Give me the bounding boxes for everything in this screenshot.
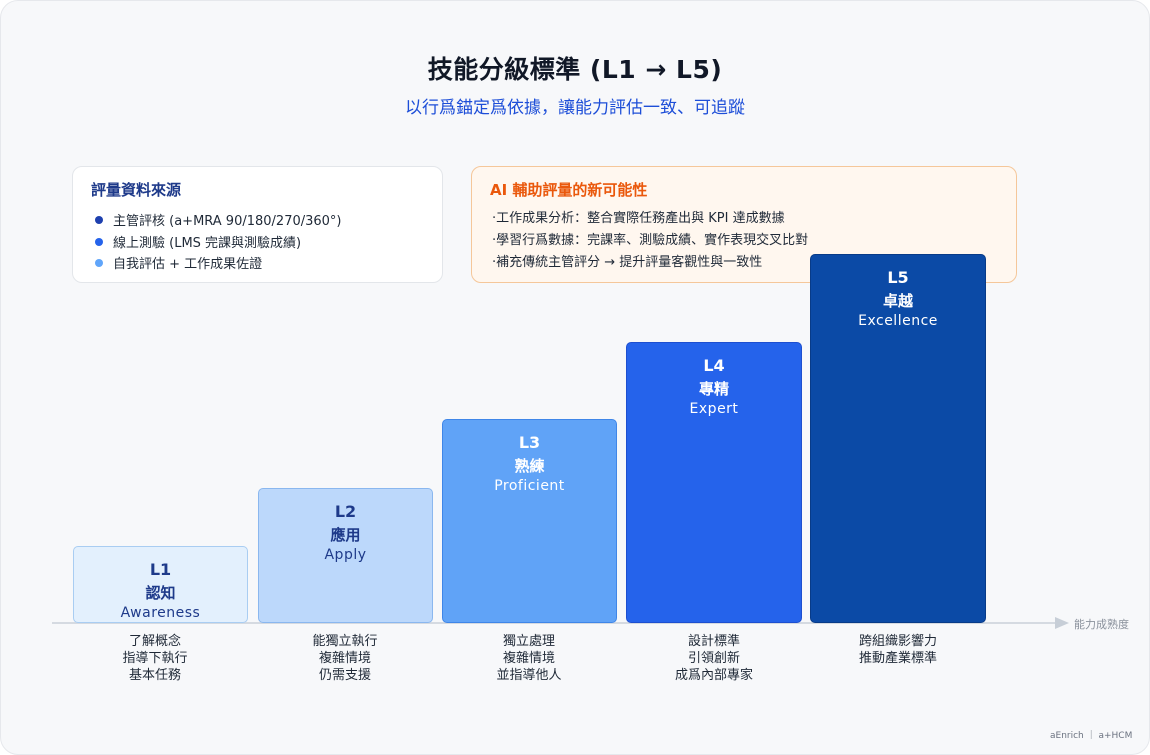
ai-item: ‧工作成果分析：整合實際任務產出與 KPI 達成數據 bbox=[492, 211, 785, 226]
level-description-l4: 設計標準 引領創新 成爲內部專家 bbox=[674, 634, 753, 683]
level-code: L3 bbox=[518, 433, 541, 452]
maturity-axis bbox=[52, 622, 1057, 624]
level-code: L4 bbox=[703, 356, 725, 375]
level-english: Awareness bbox=[120, 605, 201, 621]
level-name: 專精 bbox=[698, 380, 729, 398]
level-description-l1: 了解概念 指導下執行 基本任務 bbox=[122, 634, 188, 683]
source-item: 自我評估 + 工作成果佐證 bbox=[95, 253, 262, 272]
ai-item: ‧補充傳統主管評分 → 提升評量客觀性與一致性 bbox=[492, 255, 763, 270]
level-bar-l5: L5 卓越 Excellence bbox=[810, 254, 986, 623]
level-bar-l4: L4 專精 Expert bbox=[626, 342, 802, 623]
sources-heading: 評量資料來源 bbox=[91, 181, 182, 199]
bullet-dot-icon bbox=[95, 216, 103, 224]
level-name: 熟練 bbox=[514, 457, 545, 475]
ai-heading: AI 輔助評量的新可能性 bbox=[490, 181, 648, 199]
level-code: L5 bbox=[887, 268, 909, 287]
axis-label: 能力成熟度 bbox=[1074, 618, 1129, 631]
page-title: 技能分級標準 (L1 → L5) bbox=[427, 55, 723, 84]
level-description-l2: 能獨立執行 複雜情境 仍需支援 bbox=[312, 634, 378, 683]
level-bar-l1: L1 認知 Awareness bbox=[73, 546, 248, 623]
footer-brand: aEnrich ｜ a+HCM bbox=[1050, 731, 1133, 741]
sources-panel: 評量資料來源 主管評核 (a+MRA 90/180/270/360°) 線上測驗… bbox=[72, 166, 443, 283]
level-description-l5: 跨組織影響力 推動產業標準 bbox=[858, 634, 937, 666]
source-item: 線上測驗 (LMS 完課與測驗成績) bbox=[95, 232, 301, 251]
level-code: L1 bbox=[149, 560, 172, 579]
level-english: Expert bbox=[689, 401, 739, 417]
level-name: 應用 bbox=[330, 526, 361, 544]
level-name: 認知 bbox=[145, 584, 176, 602]
level-english: Apply bbox=[324, 547, 367, 563]
level-english: Excellence bbox=[858, 313, 938, 329]
level-name: 卓越 bbox=[882, 292, 913, 310]
bullet-dot-icon bbox=[95, 259, 103, 267]
source-item: 主管評核 (a+MRA 90/180/270/360°) bbox=[95, 210, 342, 229]
level-english: Proficient bbox=[494, 478, 565, 494]
level-bar-l3: L3 熟練 Proficient bbox=[442, 419, 617, 623]
level-code: L2 bbox=[334, 502, 357, 521]
page-subtitle: 以行爲錨定爲依據，讓能力評估一致、可追蹤 bbox=[405, 98, 745, 118]
level-description-l3: 獨立處理 複雜情境 並指導他人 bbox=[496, 634, 562, 683]
level-bar-l2: L2 應用 Apply bbox=[258, 488, 433, 623]
ai-panel: AI 輔助評量的新可能性 ‧工作成果分析：整合實際任務產出與 KPI 達成數據 … bbox=[471, 166, 1017, 283]
axis-arrow-icon bbox=[1055, 617, 1069, 629]
ai-item: ‧學習行爲數據：完課率、測驗成績、實作表現交叉比對 bbox=[492, 233, 809, 248]
bullet-dot-icon bbox=[95, 238, 103, 246]
